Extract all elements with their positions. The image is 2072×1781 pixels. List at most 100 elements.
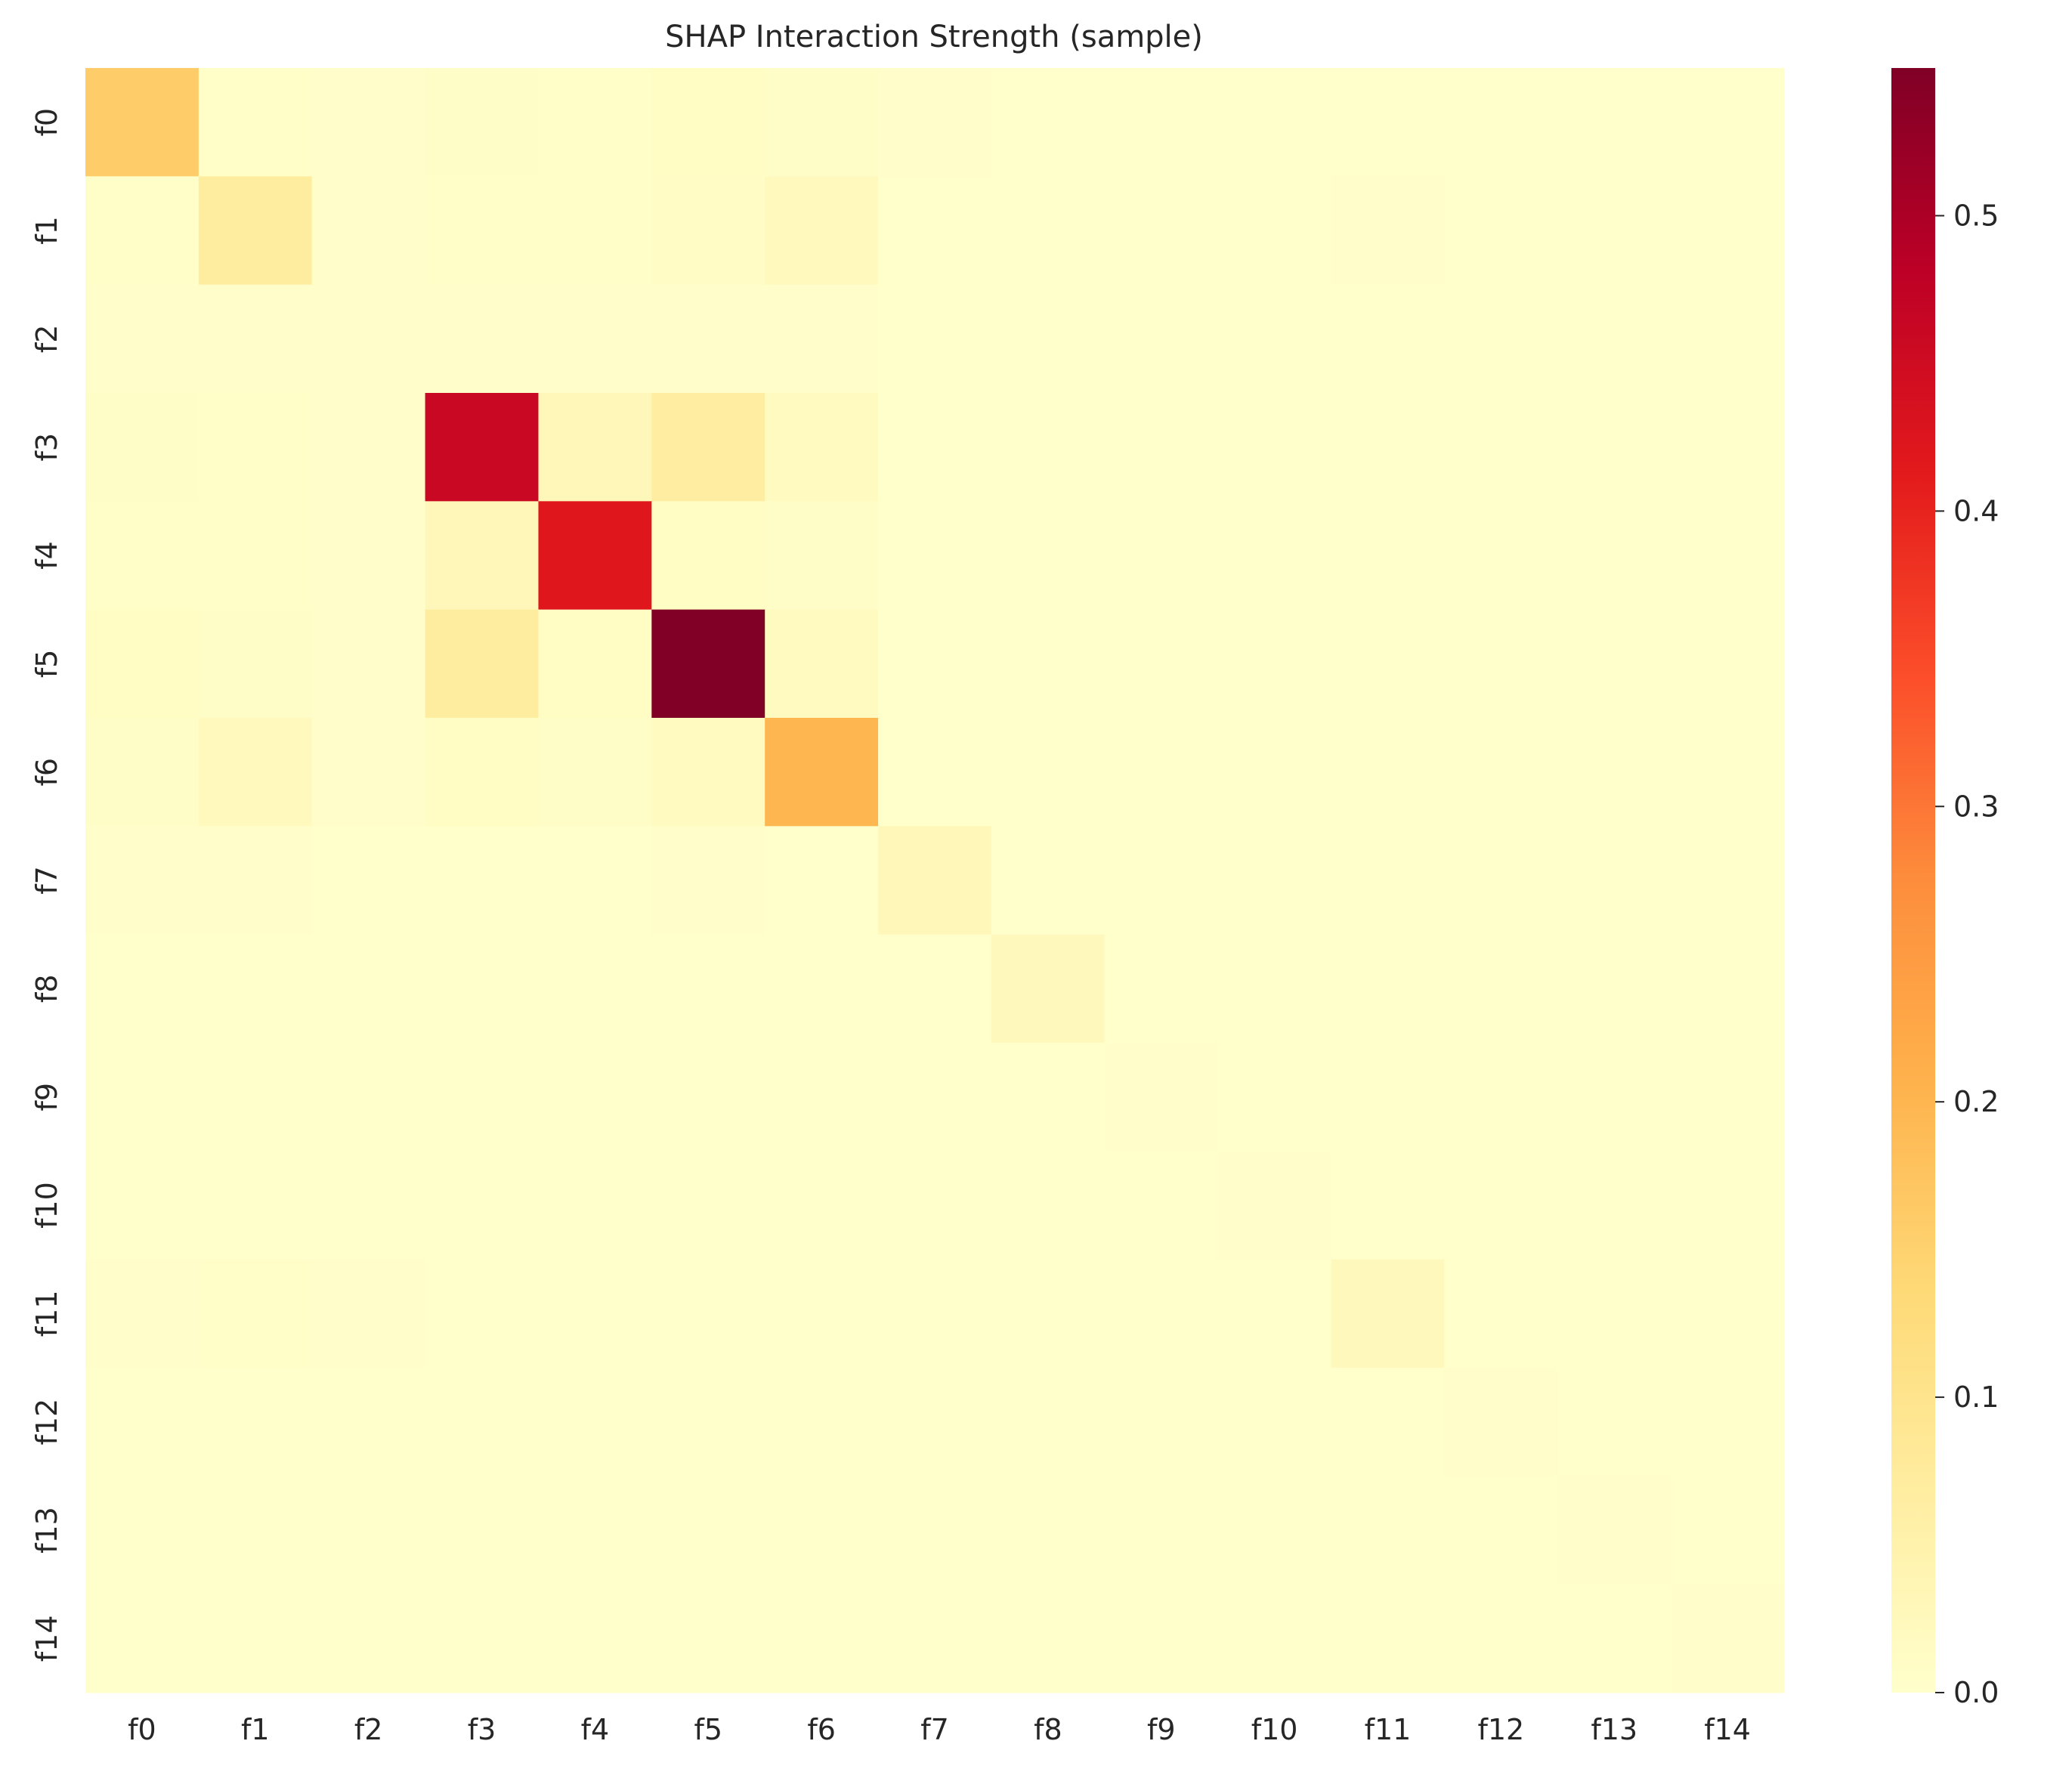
heatmap-cell-f13-f7 (878, 1476, 992, 1585)
heatmap-cell-f0-f10 (1217, 68, 1332, 177)
heatmap-cell-f0-f8 (991, 68, 1106, 177)
x-tick-label: f6 (807, 1713, 836, 1746)
x-tick-label: f14 (1704, 1713, 1751, 1746)
heatmap-cell-f6-f1 (198, 718, 313, 827)
heatmap-cell-f7-f3 (425, 826, 540, 935)
heatmap-cell-f10-f10 (1217, 1151, 1332, 1260)
heatmap-cell-f8-f12 (1444, 934, 1558, 1044)
heatmap-cell-f5-f7 (878, 609, 992, 719)
x-tick-label: f5 (694, 1713, 722, 1746)
y-tick-label: f6 (30, 758, 63, 787)
heatmap-cell-f1-f4 (538, 176, 652, 286)
heatmap-cell-f4-f2 (311, 501, 426, 611)
heatmap-cell-f13-f8 (991, 1476, 1106, 1585)
colorbar (1891, 68, 1935, 1693)
x-tick-label: f2 (354, 1713, 383, 1746)
heatmap-cell-f7-f11 (1331, 826, 1445, 935)
heatmap-cell-f4-f0 (85, 501, 199, 611)
heatmap-cell-f10-f5 (651, 1151, 765, 1260)
heatmap-cell-f5-f8 (991, 609, 1106, 719)
heatmap-cell-f2-f2 (311, 284, 426, 394)
heatmap-cell-f8-f6 (765, 934, 879, 1044)
heatmap-cell-f7-f10 (1217, 826, 1332, 935)
colorbar-tick-label: 0.4 (1953, 494, 1999, 527)
heatmap-cell-f2-f6 (765, 284, 879, 394)
heatmap-cell-f10-f4 (538, 1151, 652, 1260)
heatmap-cell-f4-f1 (198, 501, 313, 611)
heatmap-cell-f4-f11 (1331, 501, 1445, 611)
heatmap-cell-f5-f2 (311, 609, 426, 719)
x-tick-label: f12 (1477, 1713, 1524, 1746)
heatmap-cell-f12-f6 (765, 1368, 879, 1476)
heatmap-cell-f1-f12 (1444, 176, 1558, 286)
heatmap-cell-f1-f7 (878, 176, 992, 286)
heatmap-cell-f12-f10 (1217, 1368, 1332, 1476)
heatmap-cell-f0-f4 (538, 68, 652, 177)
heatmap-cell-f8-f14 (1671, 934, 1785, 1044)
heatmap-cell-f8-f3 (425, 934, 540, 1044)
heatmap-cell-f5-f6 (765, 609, 879, 719)
heatmap-cell-f4-f14 (1671, 501, 1785, 611)
heatmap-cell-f7-f0 (85, 826, 199, 935)
heatmap-cell-f4-f7 (878, 501, 992, 611)
heatmap-cell-f14-f13 (1557, 1584, 1672, 1693)
heatmap-cell-f5-f11 (1331, 609, 1445, 719)
heatmap-cell-f4-f13 (1557, 501, 1672, 611)
heatmap-cell-f8-f2 (311, 934, 426, 1044)
heatmap-cell-f7-f5 (651, 826, 765, 935)
heatmap-cell-f9-f10 (1217, 1043, 1332, 1152)
heatmap-cell-f9-f7 (878, 1043, 992, 1152)
colorbar-tick-label: 0.2 (1953, 1085, 1999, 1118)
heatmap-cell-f11-f12 (1444, 1259, 1558, 1368)
heatmap-cell-f9-f1 (198, 1043, 313, 1152)
heatmap-cell-f10-f0 (85, 1151, 199, 1260)
colorbar-tick-label: 0.3 (1953, 790, 1999, 823)
heatmap-cell-f0-f14 (1671, 68, 1785, 177)
heatmap-cell-f0-f12 (1444, 68, 1558, 177)
heatmap-cell-f6-f13 (1557, 718, 1672, 827)
heatmap-cell-f13-f3 (425, 1476, 540, 1585)
heatmap-cell-f10-f3 (425, 1151, 540, 1260)
x-tick-label: f9 (1147, 1713, 1176, 1746)
heatmap-cell-f9-f3 (425, 1043, 540, 1152)
y-tick-label: f10 (30, 1182, 63, 1229)
heatmap-cell-f6-f4 (538, 718, 652, 827)
heatmap-cell-f3-f13 (1557, 393, 1672, 502)
heatmap-cell-f13-f1 (198, 1476, 313, 1585)
heatmap-cell-f11-f10 (1217, 1259, 1332, 1368)
heatmap-cell-f13-f11 (1331, 1476, 1445, 1585)
heatmap-cell-f7-f13 (1557, 826, 1672, 935)
heatmap-cell-f10-f1 (198, 1151, 313, 1260)
heatmap-cell-f3-f14 (1671, 393, 1785, 502)
heatmap-cell-f3-f9 (1104, 393, 1219, 502)
heatmap-cell-f9-f5 (651, 1043, 765, 1152)
y-tick-label: f3 (30, 433, 63, 462)
heatmap-cell-f11-f8 (991, 1259, 1106, 1368)
heatmap-cell-f7-f6 (765, 826, 879, 935)
heatmap-cell-f2-f8 (991, 284, 1106, 394)
heatmap-cell-f13-f12 (1444, 1476, 1558, 1585)
heatmap-cell-f4-f8 (991, 501, 1106, 611)
heatmap-cell-f6-f10 (1217, 718, 1332, 827)
x-axis-tick-labels: f0 f1 f2 f3 f4 f5 f6 f7 f8 f9 f10 f11 f12 f13 f14 (128, 1713, 1751, 1746)
heatmap-cell-f10-f13 (1557, 1151, 1672, 1260)
heatmap-cell-f13-f5 (651, 1476, 765, 1585)
heatmap-cell-f14-f2 (311, 1584, 426, 1693)
heatmap-cell-f3-f1 (198, 393, 313, 502)
colorbar-tick-label: 0.5 (1953, 199, 1999, 232)
heatmap-cell-f14-f12 (1444, 1584, 1558, 1693)
heatmap-cell-f6-f12 (1444, 718, 1558, 827)
heatmap-cell-f12-f9 (1104, 1368, 1219, 1476)
heatmap-cell-f13-f10 (1217, 1476, 1332, 1585)
y-tick-label: f7 (30, 866, 63, 895)
heatmap-cell-f4-f4 (538, 501, 652, 611)
heatmap-cell-f1-f11 (1331, 176, 1445, 286)
heatmap-cell-f11-f3 (425, 1259, 540, 1368)
heatmap-cell-f6-f8 (991, 718, 1106, 827)
heatmap-cell-f14-f6 (765, 1584, 879, 1693)
heatmap-cell-f14-f14 (1671, 1584, 1785, 1693)
heatmap-cell-f12-f13 (1557, 1368, 1672, 1476)
heatmap-cell-f7-f8 (991, 826, 1106, 935)
heatmap-cell-f7-f12 (1444, 826, 1558, 935)
x-tick-label: f10 (1251, 1713, 1298, 1746)
